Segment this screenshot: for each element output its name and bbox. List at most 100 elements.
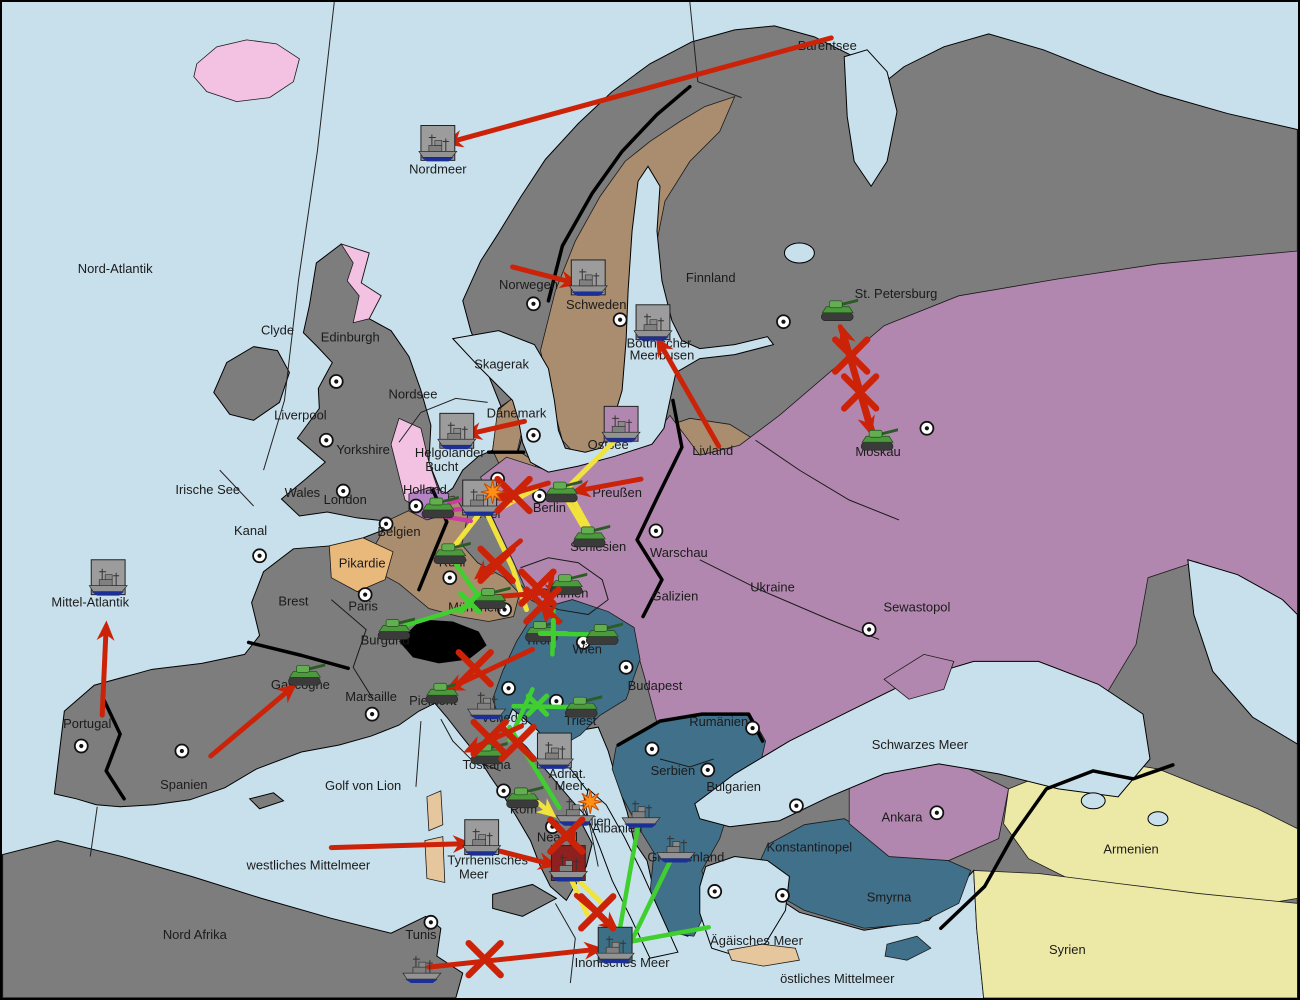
supply-center-dot-smyrna [775,888,790,903]
army-unit-gascogne[interactable] [288,663,326,686]
region-label-paris: Paris [348,599,377,614]
region-label-london: London [324,492,367,507]
region-label-skagerak: Skagerak [474,357,529,372]
supply-center-dot-griechenland [707,884,723,899]
region-label-tunis: Tunis [405,927,436,942]
region-label-livland: Livland [692,443,733,458]
supply-center-dot-london [335,483,351,499]
supply-center-dot-edinburgh [328,374,344,389]
army-unit-berlin[interactable] [545,480,583,503]
region-label-berlin: Berlin [533,500,566,515]
standoff-x-mark [547,816,586,855]
support-line-green [511,703,576,710]
region-label-meer: Meer [555,778,585,793]
army-unit-st-petersburg[interactable] [821,298,859,322]
fleet-unit-albanien[interactable] [621,800,661,828]
fleet-unit-inonisches-meer[interactable] [595,926,635,964]
move-arrow-barentsee-to-nordmeer [443,35,834,148]
move-arrow-norwegen-to-schweden [510,264,581,289]
move-arrow-portugal-to-mittel-atlantik [96,620,115,718]
region-label-spanien: Spanien [160,777,207,792]
region-label-adriat: Adriat. [549,766,586,781]
fleet-unit-bottnischer-meerbusen[interactable] [633,304,673,341]
standoff-x-mark [840,373,880,412]
fleet-unit-griechenland[interactable] [656,835,696,863]
region-label-tyrrhenisches: Tyrrhenisches [447,853,528,868]
standoff-x-mark [523,586,562,625]
standoff-x-mark [477,545,516,584]
army-unit-rom[interactable] [506,785,544,809]
region-label-budapest: Budapest [628,678,683,693]
army-unit-m-nchen[interactable] [473,586,511,609]
supply-center-dot-serbien [644,741,660,757]
fleet-unit-tyrrhenisches-meer[interactable] [462,819,502,856]
region-label-rum-nien: Rumänien [689,714,748,729]
supply-center-dot-bulgarien [700,762,716,778]
fleet-unit-mittel-atlantik[interactable] [88,559,128,596]
supply-center-dot-holland [408,498,424,514]
army-unit-holland[interactable] [421,496,459,519]
standoff-x-mark [455,649,494,688]
army-unit-moskau[interactable] [860,428,899,451]
support-cut-cross [525,693,550,717]
supply-center-dot-ruhr [442,570,458,586]
supply-center-dot-brest [252,548,267,564]
supply-center-dot-portugal [73,738,89,754]
region-label-syrien: Syrien [1049,942,1086,957]
region-label-golf-von-lion: Golf von Lion [325,778,401,793]
fleet-unit-ostsee[interactable] [601,405,641,443]
supply-center-dot-rum-nien [745,720,760,736]
army-unit-triest[interactable] [565,695,603,718]
supply-center-dot-schweden [612,312,628,328]
supply-center-dot-budapest [618,659,634,675]
region-label-ankara: Ankara [881,810,923,825]
landmasses [2,25,1298,998]
army-unit-wien[interactable] [585,622,624,645]
region-label-smyrna: Smyrna [867,889,912,904]
region-label-wien: Wien [573,641,602,656]
fleet-unit-helgol-nder-bucht[interactable] [437,412,477,450]
supply-center-dot-konstantinopel [789,798,804,814]
fleet-unit-adriatisches-meer[interactable] [534,732,575,769]
region-label-warschau: Warschau [650,545,708,560]
move-arrow-westliches-mittelmeer-to-tyrrhenisches-meer [328,835,473,853]
supply-center-dot-moskau [919,420,935,436]
region-label-irische-see: Irische See [175,482,240,497]
sea-region-borders [89,2,742,984]
region-label-marsaille: Marsaille [345,689,397,704]
region-label-edinburgh: Edinburgh [321,330,380,345]
standoff-x-mark [494,475,533,515]
support-line-yellow [565,433,622,490]
region-label-schweden: Schweden [566,297,626,312]
army-unit-burgund[interactable] [377,617,415,640]
region-label-mittel-atlantik: Mittel-Atlantik [51,595,129,610]
region-label-serbien: Serbien [651,763,696,778]
support-line-yellow [484,510,516,571]
army-unit-schlesien[interactable] [573,524,611,548]
move-arrow-d-nemark-to-helgol-nder-bucht [461,418,527,440]
move-arrow-berlin-to-kiel [491,480,551,503]
support-cut-cross [537,618,569,649]
supply-center-dot-marsaille [364,706,380,722]
supply-center-dot-spanien [174,743,190,759]
region-label-holland: Holland [403,482,447,497]
fleet-unit-nordmeer[interactable] [418,125,458,162]
fleet-unit-schweden[interactable] [568,259,608,296]
region-label-yorkshire: Yorkshire [336,442,389,457]
supply-center-dot-paris [357,587,373,602]
standoff-x-mark [832,336,871,375]
region-label-meer: Meer [459,866,489,881]
standoff-x-mark [498,723,537,763]
move-arrow-livland-to-bottnischer-meerbusen [655,336,722,449]
fleet-unit-tunis[interactable] [402,956,442,984]
fleet-unit-venedig[interactable] [467,692,507,720]
standoff-x-mark [465,939,504,979]
region-label-nordmeer: Nordmeer [409,161,467,176]
army-unit-ruhr[interactable] [433,541,471,565]
supply-center-dot-venedig [501,680,516,696]
standoff-x-mark [578,893,617,932]
supply-center-dot-belgien [378,516,394,532]
fleet-unit-apulien[interactable] [555,798,595,826]
